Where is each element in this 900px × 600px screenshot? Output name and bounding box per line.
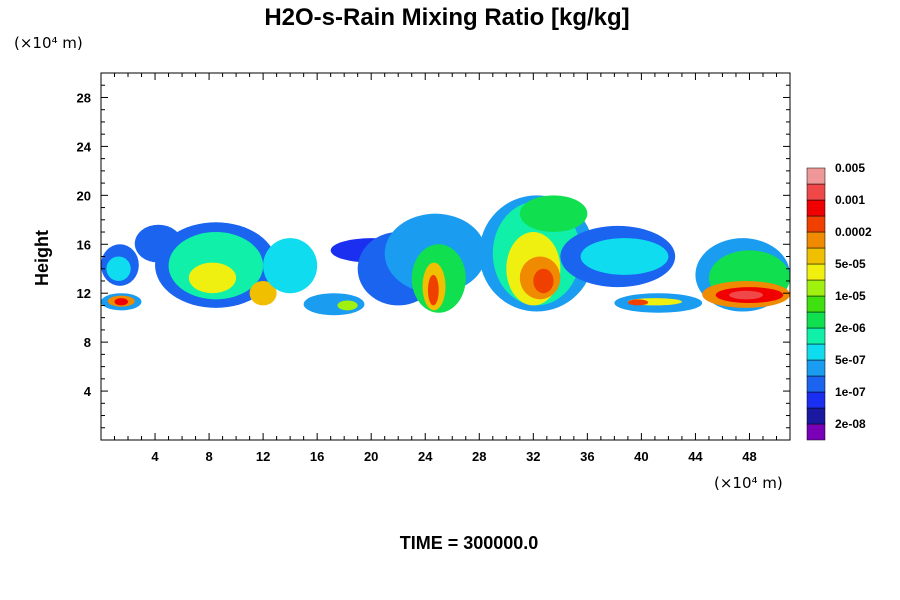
- colorbar-swatch: [806, 231, 826, 249]
- colorbar-swatch: [806, 183, 826, 201]
- colorbar-label: 1e-07: [835, 385, 866, 399]
- x-tick-label: 20: [364, 449, 378, 464]
- plot-area: [101, 195, 790, 316]
- field-region: [519, 195, 588, 233]
- field-region: [427, 274, 439, 306]
- field-region: [106, 256, 131, 281]
- colorbar-swatch: [806, 279, 826, 297]
- field-region: [729, 290, 763, 300]
- colorbar-swatch: [806, 407, 826, 425]
- y-axis-unit: (×10⁴ m): [14, 34, 83, 52]
- colorbar-label: 0.005: [835, 161, 865, 175]
- colorbar-label: 1e-05: [835, 289, 866, 303]
- time-footer: TIME = 300000.0: [400, 533, 539, 553]
- y-tick-label: 20: [77, 188, 91, 203]
- y-tick-label: 8: [84, 335, 91, 350]
- x-tick-label: 36: [580, 449, 594, 464]
- colorbar-swatch: [806, 343, 826, 361]
- field-region: [249, 280, 277, 306]
- x-tick-label: 8: [205, 449, 212, 464]
- x-tick-label: 40: [634, 449, 648, 464]
- y-tick-label: 12: [77, 286, 91, 301]
- x-axis-unit: (×10⁴ m): [714, 474, 783, 492]
- field-region: [114, 298, 129, 306]
- colorbar-swatch: [806, 359, 826, 377]
- x-tick-label: 12: [256, 449, 270, 464]
- y-tick-label: 28: [77, 90, 91, 105]
- colorbar-swatch: [806, 311, 826, 329]
- field-region: [580, 238, 669, 275]
- field-region: [533, 268, 554, 294]
- colorbar-swatch: [806, 423, 826, 441]
- colorbar-swatch: [806, 263, 826, 281]
- chart-title: H2O-s-Rain Mixing Ratio [kg/kg]: [264, 4, 629, 31]
- y-tick-label: 4: [84, 384, 92, 399]
- colorbar-swatch: [806, 295, 826, 313]
- colorbar-swatch: [806, 247, 826, 265]
- x-tick-label: 24: [418, 449, 433, 464]
- colorbar-label: 0.0002: [835, 225, 872, 239]
- x-tick-label: 44: [688, 449, 703, 464]
- colorbar-label: 5e-05: [835, 257, 866, 271]
- colorbar-label: 0.001: [835, 193, 865, 207]
- x-tick-label: 28: [472, 449, 486, 464]
- x-tick-label: 32: [526, 449, 540, 464]
- y-axis-label: Height: [32, 230, 52, 286]
- field-region: [263, 238, 318, 294]
- field-region: [627, 299, 649, 306]
- x-tick-label: 4: [151, 449, 159, 464]
- colorbar-swatch: [806, 375, 826, 393]
- field-region: [337, 300, 358, 311]
- colorbar-legend: 2e-08 1e-07 5e-07 2e-06 1e-05 5e-05 0.0002 0.00…: [806, 161, 872, 441]
- colorbar-swatch: [806, 199, 826, 217]
- y-tick-label: 16: [77, 237, 91, 252]
- x-tick-label: 16: [310, 449, 324, 464]
- colorbar-swatch: [806, 391, 826, 409]
- colorbar-label: 5e-07: [835, 353, 866, 367]
- y-tick-label: 24: [77, 139, 92, 154]
- field-region: [188, 262, 237, 294]
- colorbar-label: 2e-08: [835, 417, 866, 431]
- colorbar-swatch: [806, 167, 826, 185]
- colorbar-swatch: [806, 327, 826, 345]
- colorbar-swatch: [806, 215, 826, 233]
- colorbar-label: 2e-06: [835, 321, 866, 335]
- x-tick-label: 48: [742, 449, 756, 464]
